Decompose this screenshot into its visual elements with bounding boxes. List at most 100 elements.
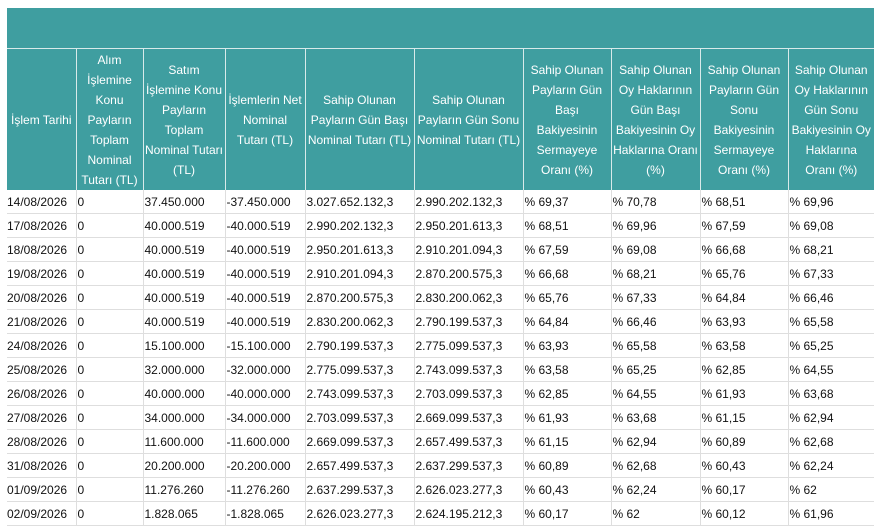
cell-net-nominal: -40.000.519 [225, 237, 306, 262]
cell-end-vote-ratio: % 65,58 [788, 309, 874, 334]
cell-end-capital-ratio: % 63,58 [700, 333, 789, 358]
cell-buy-nominal: 0 [76, 285, 144, 310]
cell-start-vote-ratio: % 68,21 [611, 261, 701, 286]
cell-end-capital-ratio: % 60,12 [700, 501, 789, 526]
cell-start-capital-ratio: % 60,89 [523, 453, 612, 478]
column-header-end-vote-ratio: Sahip Olunan Oy Haklarının Gün Sonu Baki… [788, 49, 874, 190]
cell-buy-nominal: 0 [76, 429, 144, 454]
cell-end-nominal: 2.790.199.537,3 [414, 309, 524, 334]
column-header-start-capital-ratio: Sahip Olunan Payların Gün Başı Bakiyesin… [523, 49, 612, 190]
cell-sell-nominal: 1.828.065 [143, 501, 226, 526]
cell-sell-nominal: 34.000.000 [143, 405, 226, 430]
cell-sell-nominal: 11.276.260 [143, 477, 226, 502]
cell-start-capital-ratio: % 60,17 [523, 501, 612, 526]
cell-start-vote-ratio: % 66,46 [611, 309, 701, 334]
cell-end-nominal: 2.624.195.212,3 [414, 501, 524, 526]
column-header-start-nominal: Sahip Olunan Payların Gün Başı Nominal T… [305, 49, 415, 190]
cell-net-nominal: -11.600.000 [225, 429, 306, 454]
cell-end-vote-ratio: % 63,68 [788, 381, 874, 406]
cell-end-vote-ratio: % 64,55 [788, 357, 874, 382]
cell-end-vote-ratio: % 67,33 [788, 261, 874, 286]
table-row: 20/08/2026 0 40.000.519 -40.000.519 2.870.20… [7, 285, 874, 310]
cell-end-capital-ratio: % 62,85 [700, 357, 789, 382]
cell-end-nominal: 2.626.023.277,3 [414, 477, 524, 502]
cell-start-nominal: 2.830.200.062,3 [305, 309, 415, 334]
cell-start-nominal: 2.657.499.537,3 [305, 453, 415, 478]
cell-end-capital-ratio: % 66,68 [700, 237, 789, 262]
table-row: 17/08/2026 0 40.000.519 -40.000.519 2.990.20… [7, 213, 874, 238]
cell-date: 20/08/2026 [7, 285, 77, 310]
column-header-end-capital-ratio: Sahip Olunan Payların Gün Sonu Bakiyesin… [700, 49, 789, 190]
cell-start-vote-ratio: % 65,58 [611, 333, 701, 358]
cell-date: 18/08/2026 [7, 237, 77, 262]
cell-end-nominal: 2.910.201.094,3 [414, 237, 524, 262]
cell-start-nominal: 2.950.201.613,3 [305, 237, 415, 262]
cell-start-vote-ratio: % 64,55 [611, 381, 701, 406]
cell-net-nominal: -40.000.519 [225, 261, 306, 286]
cell-start-capital-ratio: % 61,15 [523, 429, 612, 454]
cell-start-nominal: 2.790.199.537,3 [305, 333, 415, 358]
cell-end-capital-ratio: % 61,93 [700, 381, 789, 406]
cell-date: 14/08/2026 [7, 190, 77, 214]
cell-start-nominal: 2.637.299.537,3 [305, 477, 415, 502]
cell-buy-nominal: 0 [76, 333, 144, 358]
cell-start-nominal: 2.703.099.537,3 [305, 405, 415, 430]
cell-start-vote-ratio: % 62,94 [611, 429, 701, 454]
cell-buy-nominal: 0 [76, 405, 144, 430]
cell-end-vote-ratio: % 69,08 [788, 213, 874, 238]
table-header: İşlem Tarihi Alım İşlemine Konu Payların … [7, 49, 874, 190]
cell-end-capital-ratio: % 60,17 [700, 477, 789, 502]
cell-net-nominal: -34.000.000 [225, 405, 306, 430]
table-row: 01/09/2026 0 11.276.260 -11.276.260 2.637.29… [7, 477, 874, 502]
table-body: 14/08/2026 0 37.450.000 -37.450.000 3.027.65… [7, 190, 874, 526]
cell-end-nominal: 2.775.099.537,3 [414, 333, 524, 358]
cell-end-nominal: 2.870.200.575,3 [414, 261, 524, 286]
table-row: 28/08/2026 0 11.600.000 -11.600.000 2.669.09… [7, 429, 874, 454]
cell-start-capital-ratio: % 66,68 [523, 261, 612, 286]
cell-end-capital-ratio: % 64,84 [700, 285, 789, 310]
cell-date: 17/08/2026 [7, 213, 77, 238]
transactions-panel: İşlem Tarihi Alım İşlemine Konu Payların … [7, 8, 874, 526]
cell-net-nominal: -1.828.065 [225, 501, 306, 526]
cell-end-vote-ratio: % 68,21 [788, 237, 874, 262]
cell-end-vote-ratio: % 62,94 [788, 405, 874, 430]
cell-start-vote-ratio: % 69,96 [611, 213, 701, 238]
cell-start-capital-ratio: % 64,84 [523, 309, 612, 334]
header-row: İşlem Tarihi Alım İşlemine Konu Payların … [7, 49, 874, 190]
cell-date: 01/09/2026 [7, 477, 77, 502]
cell-date: 19/08/2026 [7, 261, 77, 286]
cell-end-nominal: 2.669.099.537,3 [414, 405, 524, 430]
table-row: 18/08/2026 0 40.000.519 -40.000.519 2.950.20… [7, 237, 874, 262]
cell-start-capital-ratio: % 68,51 [523, 213, 612, 238]
column-header-start-vote-ratio: Sahip Olunan Oy Haklarının Gün Başı Baki… [611, 49, 701, 190]
cell-sell-nominal: 40.000.519 [143, 309, 226, 334]
cell-end-capital-ratio: % 65,76 [700, 261, 789, 286]
table-row: 25/08/2026 0 32.000.000 -32.000.000 2.775.09… [7, 357, 874, 382]
cell-start-vote-ratio: % 67,33 [611, 285, 701, 310]
cell-net-nominal: -37.450.000 [225, 190, 306, 214]
cell-end-vote-ratio: % 62,24 [788, 453, 874, 478]
cell-sell-nominal: 40.000.519 [143, 285, 226, 310]
column-header-sell-nominal: Satım İşlemine Konu Payların Toplam Nomi… [143, 49, 226, 190]
table-row: 14/08/2026 0 37.450.000 -37.450.000 3.027.65… [7, 190, 874, 214]
cell-end-nominal: 2.830.200.062,3 [414, 285, 524, 310]
cell-sell-nominal: 15.100.000 [143, 333, 226, 358]
cell-net-nominal: -40.000.000 [225, 381, 306, 406]
transactions-table: İşlem Tarihi Alım İşlemine Konu Payların … [7, 49, 874, 526]
cell-sell-nominal: 40.000.519 [143, 213, 226, 238]
cell-end-nominal: 2.990.202.132,3 [414, 190, 524, 214]
cell-start-nominal: 2.910.201.094,3 [305, 261, 415, 286]
cell-sell-nominal: 32.000.000 [143, 357, 226, 382]
cell-net-nominal: -15.100.000 [225, 333, 306, 358]
cell-buy-nominal: 0 [76, 261, 144, 286]
cell-start-capital-ratio: % 69,37 [523, 190, 612, 214]
table-row: 26/08/2026 0 40.000.000 -40.000.000 2.743.09… [7, 381, 874, 406]
cell-buy-nominal: 0 [76, 381, 144, 406]
cell-start-vote-ratio: % 65,25 [611, 357, 701, 382]
cell-end-capital-ratio: % 61,15 [700, 405, 789, 430]
cell-sell-nominal: 20.200.000 [143, 453, 226, 478]
cell-start-vote-ratio: % 62,68 [611, 453, 701, 478]
cell-net-nominal: -32.000.000 [225, 357, 306, 382]
cell-end-capital-ratio: % 68,51 [700, 190, 789, 214]
cell-net-nominal: -40.000.519 [225, 213, 306, 238]
